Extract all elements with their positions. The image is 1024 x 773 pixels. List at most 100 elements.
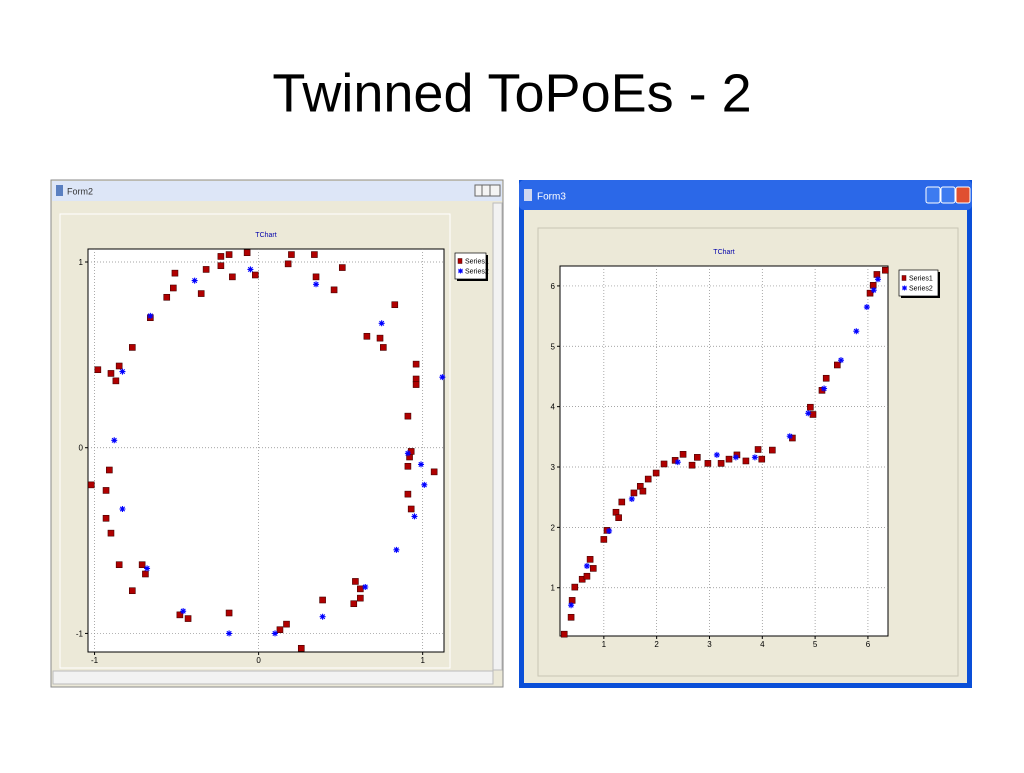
window-title: Form2 [67,186,93,196]
data-point [853,328,860,335]
legend-marker [458,268,463,274]
data-point [357,594,364,602]
x-tick-label: 5 [813,640,818,649]
chart-title: TChart [255,232,276,239]
data-point [821,385,828,392]
data-point [319,613,326,620]
y-tick-label: 2 [551,523,556,532]
data-point [412,360,420,368]
y-tick-label: 3 [551,463,556,472]
legend-label: Series2 [909,286,933,293]
data-point [283,620,290,628]
data-point [184,615,192,622]
data-point [732,454,739,461]
data-point [679,451,687,458]
data-point [407,505,415,513]
minimize-button[interactable] [925,186,941,204]
data-point [630,489,638,497]
data-point [742,457,750,465]
data-point [379,344,387,351]
data-point [312,273,320,281]
y-tick-label: 1 [551,584,556,593]
data-point [128,344,136,351]
close-button[interactable] [489,184,501,197]
data-point [870,287,877,294]
data-point [362,584,369,590]
data-point [202,266,210,273]
data-point [567,613,575,621]
data-point [350,600,358,608]
data-point [809,411,817,418]
data-point [138,561,146,569]
data-point [225,609,233,617]
plot-area [87,248,445,653]
y-tick-label: 4 [551,403,556,412]
data-point [217,253,225,260]
data-point [352,578,359,585]
x-tick-label: 2 [654,640,659,649]
horizontal-scrollbar[interactable] [52,670,494,685]
data-point [180,608,187,615]
data-point [412,375,420,383]
data-point [163,293,171,301]
data-point [176,611,184,619]
y-tick-label: 0 [79,444,84,453]
data-point [754,446,762,453]
data-point [833,361,841,369]
data-point [330,286,338,294]
legend-marker [901,275,907,281]
data-point [319,596,326,604]
data-point [247,266,254,273]
data-point [404,412,412,420]
data-point [115,362,123,370]
data-point [404,490,412,498]
x-tick-label: 6 [866,640,871,649]
data-point [704,460,712,467]
legend-marker [457,258,463,264]
data-point [694,454,701,461]
data-point [391,301,399,309]
y-tick-label: 1 [79,258,84,267]
data-point [170,284,177,292]
data-point [142,570,149,578]
data-point [411,513,418,520]
data-point [589,565,597,572]
legend-marker [902,285,907,291]
data-point [628,495,635,502]
data-point [197,290,205,297]
y-tick-label: 6 [551,282,556,291]
y-tick-label: -1 [76,629,84,638]
window-title: Form3 [537,192,566,203]
data-point [106,466,113,474]
data-point [430,468,438,476]
data-point [119,506,126,512]
close-button[interactable] [955,186,971,204]
data-point [112,377,120,385]
plot-area [559,265,889,637]
data-point [873,271,881,278]
data-point [229,273,236,281]
data-point [147,312,154,319]
data-point [217,262,225,270]
data-point [171,269,179,277]
data-point [612,508,620,516]
data-point [652,469,660,477]
x-tick-label: 4 [760,640,765,649]
x-tick-label: 1 [420,656,425,665]
data-point [393,546,400,553]
data-point [111,437,118,444]
data-point [102,514,110,522]
data-point [758,455,766,463]
data-point [418,461,425,468]
data-point [288,251,295,258]
vertical-scrollbar[interactable] [492,202,503,671]
data-point [412,381,420,388]
data-point [191,277,198,284]
legend-label: Series1 [465,259,489,266]
data-point [376,334,384,342]
data-point [439,374,446,381]
data-point [87,481,95,489]
maximize-button[interactable] [940,186,956,204]
data-point [272,630,279,637]
